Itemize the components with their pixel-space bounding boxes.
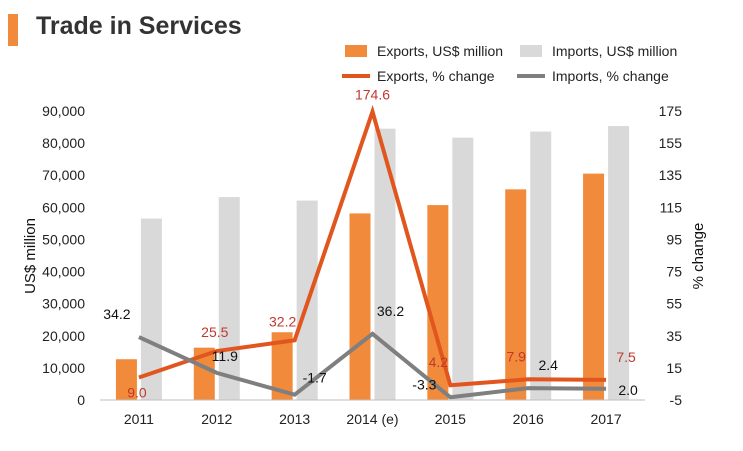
exports-bar: [115, 359, 137, 400]
x-tick-label: 2012: [201, 411, 232, 427]
imports-bar: [530, 131, 552, 400]
y-tick-label: 30,000: [42, 296, 85, 312]
exports-bar: [505, 189, 527, 400]
exports-bar: [583, 173, 605, 400]
imports-change-line: [138, 331, 607, 400]
y-tick-label: 90,000: [42, 103, 85, 119]
imports-change-label: -3.3: [412, 376, 436, 392]
y-tick-label: 20,000: [42, 328, 85, 344]
x-tick-label: 2015: [435, 411, 466, 427]
y-axis-title: US$ million: [22, 218, 39, 294]
y-tick-label: 0: [77, 392, 85, 408]
imports-change-label: 11.9: [212, 348, 238, 364]
exports-bar: [427, 205, 449, 400]
exports-bar: [349, 213, 371, 400]
x-tick-label: 2013: [279, 411, 310, 427]
y-tick-label: 40,000: [42, 264, 85, 280]
imports-bar: [452, 137, 474, 400]
legend-imports-line-text: Imports, % change: [552, 68, 669, 84]
imports-change-label: 2.0: [618, 382, 638, 398]
y2-tick-label: 175: [659, 103, 683, 119]
exports-change-label: 4.2: [429, 354, 449, 370]
exports-bar: [193, 347, 215, 400]
exports-change-label: 9.0: [127, 385, 147, 401]
y2-tick-label: 35: [666, 328, 682, 344]
x-tick-label: 2017: [590, 411, 621, 427]
imports-bar: [374, 128, 396, 400]
legend-imports-bar-text: Imports, US$ million: [552, 43, 677, 59]
y2-tick-label: 55: [666, 296, 682, 312]
exports-change-line: [138, 104, 607, 388]
y-tick-label: 70,000: [42, 167, 85, 183]
y2-tick-label: 15: [666, 360, 682, 376]
y-tick-label: 80,000: [42, 135, 85, 151]
y-tick-label: 10,000: [42, 360, 85, 376]
x-tick-label: 2011: [124, 411, 154, 427]
chart-title: Trade in Services: [36, 12, 242, 40]
imports-bar: [608, 126, 630, 400]
y2-tick-label: 75: [666, 264, 682, 280]
y-tick-label: 50,000: [42, 231, 85, 247]
x-tick-label: 2016: [513, 411, 544, 427]
y-tick-label: 60,000: [42, 199, 85, 215]
exports-change-label: 7.5: [616, 349, 636, 365]
legend-exports-bar-text: Exports, US$ million: [377, 43, 503, 59]
y2-tick-label: 135: [659, 167, 683, 183]
legend-exports-bar-swatch: [345, 45, 367, 57]
x-tick-label: 2014 (e): [346, 411, 398, 427]
title-accent-bar: [8, 14, 18, 46]
legend-imports-bar-swatch: [520, 45, 542, 57]
imports-change-label: 34.2: [103, 306, 130, 322]
y2-tick-label: 155: [659, 135, 683, 151]
exports-change-label: 174.6: [355, 87, 390, 103]
exports-change-label: 25.5: [201, 324, 228, 340]
imports-bar: [140, 218, 162, 400]
exports-change-label: 7.9: [506, 348, 526, 364]
imports-change-label: 2.4: [538, 357, 558, 373]
imports-change-label: 36.2: [377, 303, 404, 319]
exports-change-label: 32.2: [269, 313, 296, 329]
y2-tick-label: -5: [670, 392, 683, 408]
legend-exports-line-text: Exports, % change: [377, 68, 495, 84]
y2-tick-label: 95: [666, 231, 682, 247]
imports-change-label: -1.7: [303, 370, 327, 386]
exports-bar: [271, 332, 293, 400]
y2-axis-title: % change: [690, 223, 707, 290]
imports-bar: [218, 197, 240, 400]
y2-tick-label: 115: [660, 199, 683, 215]
